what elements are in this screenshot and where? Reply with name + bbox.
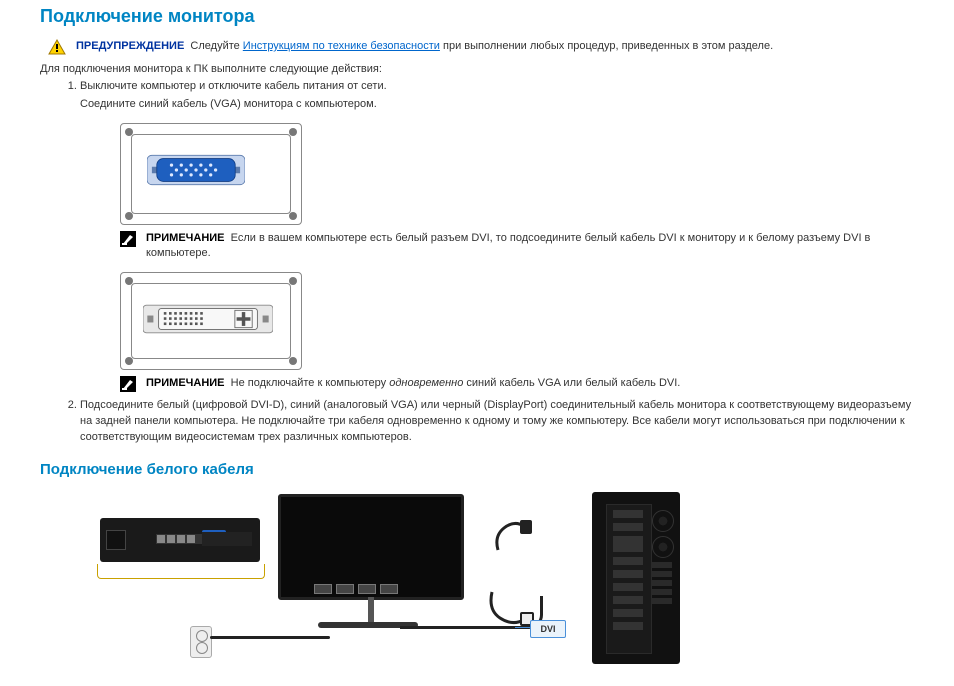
sff-pc-icon xyxy=(100,518,260,562)
steps-list: Выключите компьютер и отключите кабель п… xyxy=(40,79,914,445)
cable-plug-bottom-icon xyxy=(486,586,536,630)
note-2: ПРИМЕЧАНИЕ Не подключайте к компьютеру о… xyxy=(120,376,914,392)
step-1-line-2: Соедините синий кабель (VGA) монитора с … xyxy=(80,97,914,113)
power-cable-icon xyxy=(210,636,330,639)
note-2-label: ПРИМЕЧАНИЕ xyxy=(146,377,225,389)
note-2-em: одновременно xyxy=(389,377,463,389)
note-1: ПРИМЕЧАНИЕ Если в вашем компьютере есть … xyxy=(120,231,914,262)
dvi-callout-label: DVI xyxy=(530,620,566,638)
tower-pc-icon xyxy=(592,492,680,664)
note-1-label: ПРИМЕЧАНИЕ xyxy=(146,232,225,244)
note-2-before: Не подключайте к компьютеру xyxy=(231,377,390,389)
page-title: Подключение монитора xyxy=(40,6,914,27)
wall-outlet-icon xyxy=(190,626,212,658)
intro-text: Для подключения монитора к ПК выполните … xyxy=(40,63,914,75)
connection-diagram: DVI xyxy=(80,486,680,666)
vga-port-illustration xyxy=(120,123,914,225)
dvi-port-illustration xyxy=(120,272,914,370)
safety-instructions-link[interactable]: Инструкциям по технике безопасности xyxy=(243,40,440,52)
heading-white-cable: Подключение белого кабеля xyxy=(40,461,914,478)
step-2: Подсоедините белый (цифровой DVI-D), син… xyxy=(80,398,914,446)
warning-after-link: при выполнении любых процедур, приведенн… xyxy=(440,40,773,52)
note-2-after: синий кабель VGA или белый кабель DVI. xyxy=(463,377,680,389)
note-icon xyxy=(120,231,136,247)
pc-highlight-outline xyxy=(97,564,265,579)
step-1: Выключите компьютер и отключите кабель п… xyxy=(80,79,914,392)
cable-plug-top-icon xyxy=(490,516,534,556)
warning-block: ПРЕДУПРЕЖДЕНИЕ Следуйте Инструкциям по т… xyxy=(48,39,914,55)
vga-connector-icon xyxy=(147,150,245,190)
warning-label: ПРЕДУПРЕЖДЕНИЕ xyxy=(76,40,184,52)
note-1-text: Если в вашем компьютере есть белый разъе… xyxy=(146,232,870,259)
warning-icon xyxy=(48,39,66,55)
step-1-line-1: Выключите компьютер и отключите кабель п… xyxy=(80,80,387,92)
warning-before-link: Следуйте xyxy=(190,40,242,52)
dvi-connector-icon xyxy=(143,301,273,337)
note-icon xyxy=(120,376,136,392)
warning-text: ПРЕДУПРЕЖДЕНИЕ Следуйте Инструкциям по т… xyxy=(76,39,773,54)
